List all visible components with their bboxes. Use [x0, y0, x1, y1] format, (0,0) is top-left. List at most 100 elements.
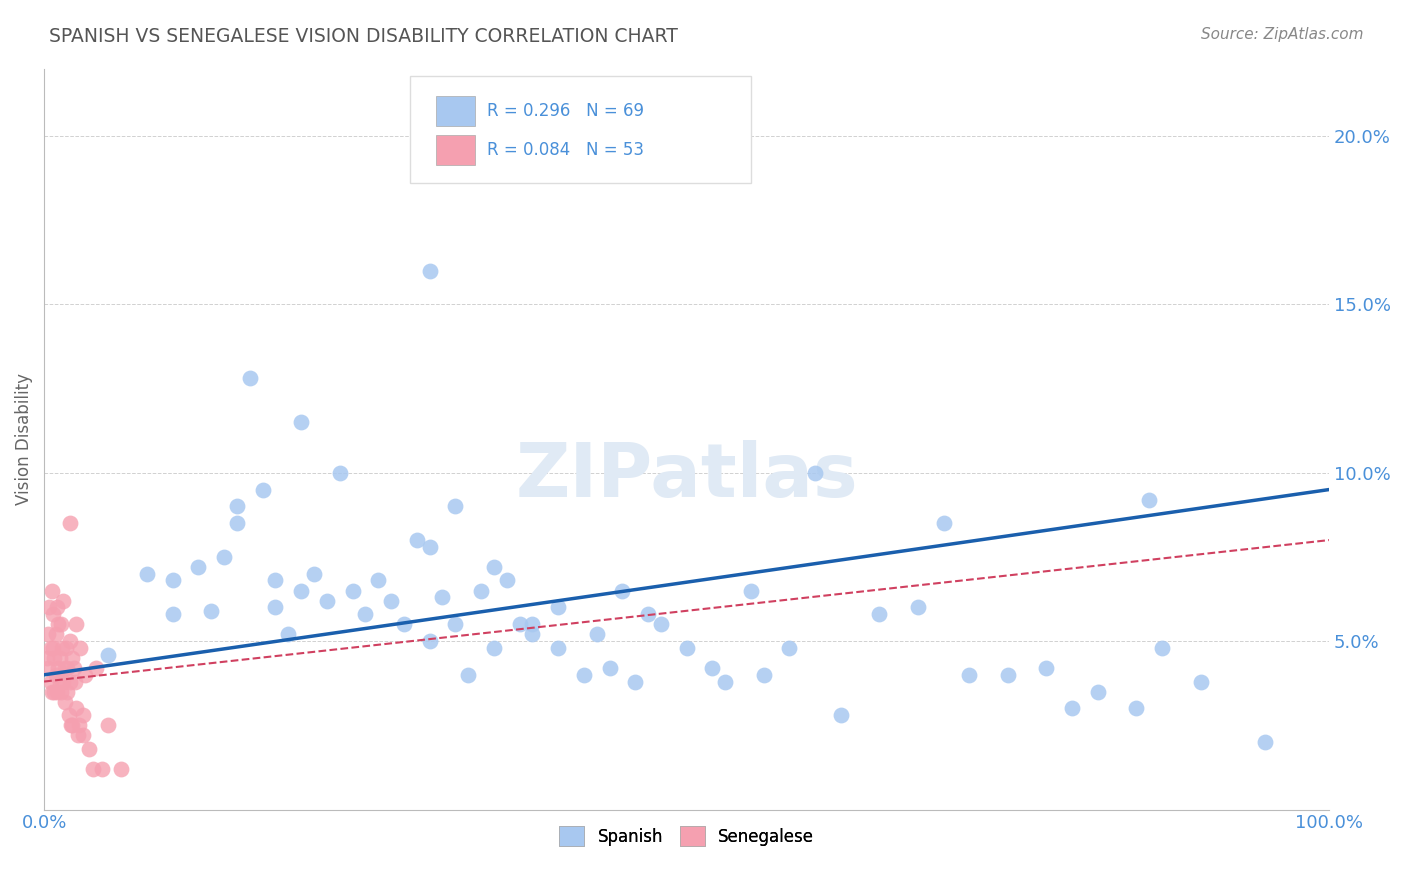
Point: [392, 617, 415, 632]
Point: [225, 500, 247, 514]
Point: [1062, 701, 1084, 715]
Point: [55, 640, 77, 655]
Point: [52, 674, 75, 689]
Point: [1137, 492, 1160, 507]
Text: Source: ZipAtlas.com: Source: ZipAtlas.com: [1201, 27, 1364, 42]
Point: [44, 651, 66, 665]
Point: [509, 617, 531, 632]
Point: [329, 466, 352, 480]
Point: [714, 674, 737, 689]
Point: [200, 604, 222, 618]
Legend: Spanish, Senegalese: Spanish, Senegalese: [553, 820, 821, 853]
Point: [419, 263, 441, 277]
Point: [35, 651, 58, 665]
Point: [1125, 701, 1147, 715]
Point: [51, 640, 73, 655]
Point: [740, 583, 762, 598]
Point: [264, 600, 287, 615]
Point: [277, 627, 299, 641]
Point: [522, 617, 544, 632]
Point: [62, 661, 84, 675]
Point: [702, 661, 724, 675]
Point: [302, 566, 325, 581]
Point: [290, 583, 312, 598]
Point: [56, 661, 79, 675]
Point: [752, 668, 775, 682]
Point: [290, 415, 312, 429]
Point: [264, 574, 287, 588]
Point: [315, 593, 337, 607]
Point: [482, 640, 505, 655]
Point: [72, 708, 94, 723]
Point: [225, 516, 247, 531]
Point: [46, 684, 69, 698]
Point: [110, 762, 132, 776]
Point: [60, 718, 83, 732]
Point: [45, 627, 67, 641]
Point: [67, 718, 90, 732]
Point: [444, 500, 467, 514]
Point: [42, 607, 65, 622]
Point: [48, 674, 70, 689]
Point: [830, 708, 852, 723]
Point: [1254, 735, 1277, 749]
Point: [46, 661, 69, 675]
Point: [60, 651, 83, 665]
Point: [342, 583, 364, 598]
Point: [650, 617, 672, 632]
Point: [457, 668, 479, 682]
Text: SPANISH VS SENEGALESE VISION DISABILITY CORRELATION CHART: SPANISH VS SENEGALESE VISION DISABILITY …: [49, 27, 678, 45]
Point: [91, 762, 114, 776]
Point: [69, 640, 91, 655]
Point: [39, 640, 62, 655]
Point: [59, 634, 82, 648]
Point: [82, 762, 104, 776]
Point: [56, 684, 79, 698]
Point: [135, 566, 157, 581]
Point: [354, 607, 377, 622]
Point: [41, 583, 63, 598]
Point: [482, 560, 505, 574]
Point: [46, 617, 69, 632]
Point: [1035, 661, 1057, 675]
Point: [932, 516, 955, 531]
Point: [675, 640, 697, 655]
Point: [84, 661, 107, 675]
Point: [612, 583, 634, 598]
Point: [405, 533, 427, 547]
Point: [547, 600, 569, 615]
Point: [444, 617, 467, 632]
Point: [957, 668, 980, 682]
Point: [380, 593, 402, 607]
Point: [37, 627, 59, 641]
Point: [53, 695, 76, 709]
Point: [52, 593, 75, 607]
Point: [470, 583, 492, 598]
Point: [44, 684, 66, 698]
Point: [572, 668, 595, 682]
Bar: [436, 136, 475, 165]
Point: [60, 718, 83, 732]
Point: [585, 627, 607, 641]
Point: [53, 661, 76, 675]
Point: [624, 674, 647, 689]
Point: [239, 371, 262, 385]
Point: [42, 640, 65, 655]
Point: [252, 483, 274, 497]
Text: R = 0.296   N = 69: R = 0.296 N = 69: [488, 102, 644, 120]
Point: [804, 466, 827, 480]
Point: [49, 684, 72, 698]
Point: [868, 607, 890, 622]
Point: [162, 607, 184, 622]
Point: [1152, 640, 1174, 655]
Point: [39, 674, 62, 689]
Point: [37, 661, 59, 675]
Point: [41, 684, 63, 698]
Text: ZIPatlas: ZIPatlas: [516, 440, 858, 513]
Point: [45, 668, 67, 682]
Point: [97, 718, 120, 732]
Point: [72, 728, 94, 742]
Point: [522, 627, 544, 641]
Point: [547, 640, 569, 655]
Point: [38, 600, 60, 615]
